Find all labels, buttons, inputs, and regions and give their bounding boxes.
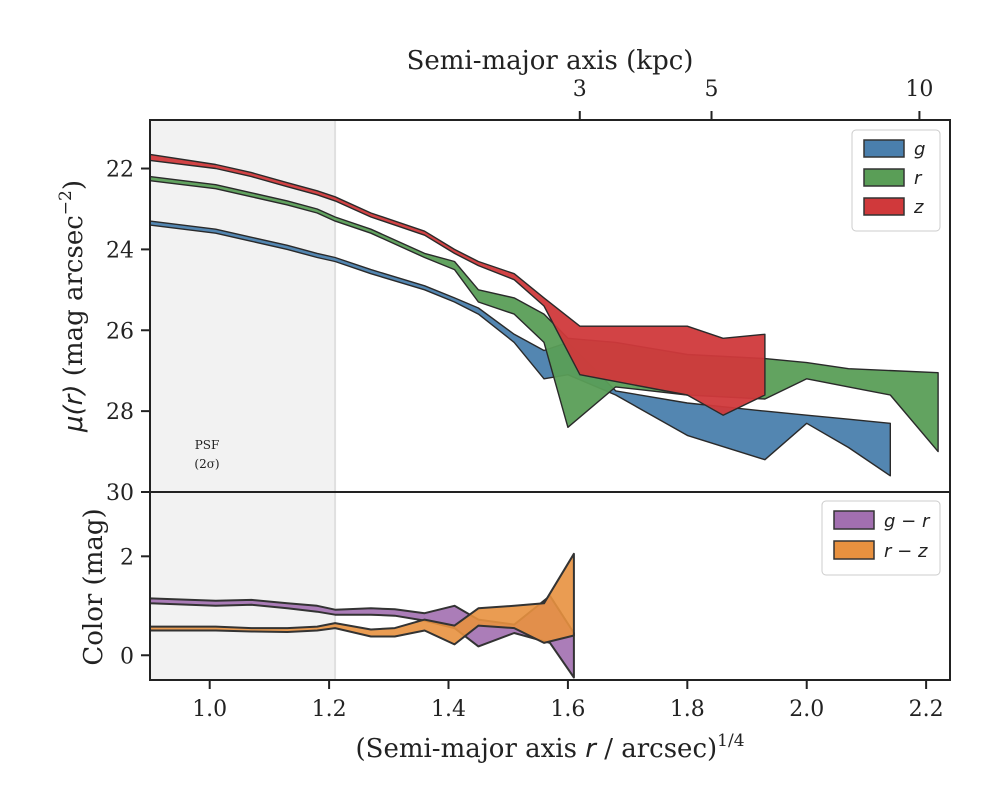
y-tick-label: 26 <box>106 319 134 344</box>
series-z-band <box>149 153 766 416</box>
top-axis-title: Semi-major axis (kpc) <box>407 46 694 76</box>
y-tick-label: 30 <box>106 481 134 506</box>
x-tick-label: 2.2 <box>909 697 944 722</box>
surface-brightness-axis-title: μ(r) (mag arcsec−2) <box>56 180 89 433</box>
y-axis-title-close: ) <box>59 180 89 190</box>
axes-ticks: 1.01.21.41.61.82.02.23510203050751002224… <box>106 77 944 722</box>
x-tick-label: 1.8 <box>670 697 705 722</box>
legend-swatch <box>863 168 905 187</box>
x-axis-title-main: (Semi-major axis <box>355 734 585 764</box>
y-tick-label: 28 <box>106 400 134 425</box>
x-tick-label: 1.4 <box>431 697 466 722</box>
top-x-tick-label: 10 <box>905 77 933 102</box>
color-panel <box>149 491 951 681</box>
legend-label: g <box>914 139 925 160</box>
psf-shaded-region <box>150 120 336 680</box>
y-tick-label: 24 <box>106 238 134 263</box>
y-axis-title-var: μ(r) <box>59 384 89 433</box>
legend-swatch <box>833 510 875 530</box>
psf-label-line2: (2σ) <box>194 457 219 471</box>
surface-brightness-legend: grz <box>851 129 941 232</box>
y-axis-title-exp: −2 <box>56 190 76 215</box>
x-tick-label: 2.0 <box>789 697 824 722</box>
legend-label: r − z <box>884 541 928 562</box>
color-axis-title: Color (mag) <box>79 508 109 665</box>
legend-swatch <box>863 139 905 158</box>
series-g-band <box>149 220 891 477</box>
legend-label: r <box>914 168 923 189</box>
x-tick-label: 1.2 <box>312 697 347 722</box>
y-axis-title-rest: (mag arcsec <box>59 215 89 384</box>
color-series <box>149 552 575 679</box>
y-tick-label: 22 <box>106 158 134 183</box>
legend-label: g − r <box>884 511 931 532</box>
top-x-tick-label: 5 <box>705 77 719 102</box>
psf-label-line1: PSF <box>195 438 220 452</box>
legend-label: z <box>913 197 924 218</box>
x-tick-label: 1.6 <box>550 697 585 722</box>
x-axis-title: (Semi-major axis r / arcsec)1/4 <box>355 731 744 764</box>
surface-brightness-series <box>149 153 939 477</box>
x-axis-title-var: r <box>585 734 598 764</box>
x-axis-title-exp: 1/4 <box>717 731 744 751</box>
color-y-tick-label: 2 <box>120 545 134 570</box>
x-tick-label: 1.0 <box>192 697 227 722</box>
legend-swatch <box>833 540 875 560</box>
series-color-1-band <box>149 552 575 646</box>
top-x-tick-label: 3 <box>573 77 587 102</box>
color-y-tick-label: 0 <box>120 644 134 669</box>
x-axis-title-rest: / arcsec) <box>596 734 717 764</box>
color-legend: g − r r − z <box>821 500 941 576</box>
legend-swatch <box>863 197 905 216</box>
